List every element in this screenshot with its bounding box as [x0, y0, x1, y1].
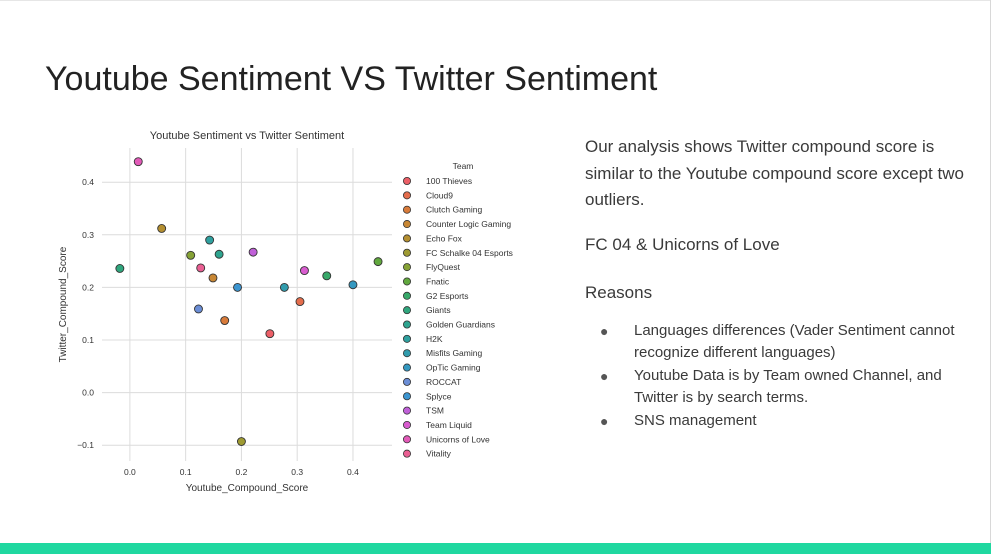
bullet-icon: ● — [600, 367, 609, 384]
data-point — [248, 247, 258, 257]
legend-label: H2K — [426, 334, 443, 344]
reasons-list: ● Languages differences (Vader Sentiment… — [585, 320, 965, 433]
legend-marker — [402, 191, 411, 200]
reason-item: ● SNS management — [585, 410, 965, 433]
legend-label: Echo Fox — [426, 233, 463, 243]
data-point — [186, 250, 196, 260]
x-tick-label: 0.2 — [236, 467, 248, 477]
data-point — [115, 264, 125, 273]
data-point — [208, 273, 218, 283]
data-point — [295, 297, 305, 307]
legend-marker — [402, 248, 411, 257]
legend-marker — [402, 263, 411, 272]
data-point — [196, 263, 206, 273]
legend-marker — [402, 334, 411, 343]
bullet-icon: ● — [600, 322, 609, 339]
legend-marker — [402, 277, 411, 286]
legend-label: Fnatic — [426, 276, 450, 286]
legend-marker — [402, 291, 411, 300]
legend-marker — [402, 420, 411, 429]
y-tick-label: −0.1 — [77, 440, 94, 450]
x-axis-label: Youtube_Compound_Score — [186, 483, 309, 494]
legend-marker — [402, 234, 411, 243]
x-tick-label: 0.0 — [124, 467, 136, 477]
legend-label: Team Liquid — [426, 420, 472, 430]
legend-marker — [402, 220, 411, 229]
legend-marker — [402, 435, 411, 444]
text-panel: Our analysis shows Twitter compound scor… — [585, 134, 965, 432]
legend-marker — [402, 392, 411, 401]
scatter-chart: 0.0 0.1 0.2 0.3 0.4 −0.1 0.0 0.1 0.2 0.3 0.4 Youtub… — [58, 130, 513, 494]
y-tick-label: 0.3 — [82, 230, 94, 240]
legend-marker — [402, 205, 411, 214]
legend-marker — [402, 306, 411, 315]
legend-label: Vitality — [426, 449, 452, 459]
data-point — [265, 329, 275, 339]
data-point — [279, 282, 289, 292]
data-point — [220, 316, 230, 325]
reason-text: Youtube Data is by Team owned Channel, a… — [634, 366, 942, 407]
y-axis-label: Twitter_Compound_Score — [58, 246, 69, 362]
legend-label: ROCCAT — [426, 377, 461, 387]
x-tick-label: 0.4 — [347, 467, 359, 477]
y-tick-label: 0.2 — [82, 282, 94, 292]
legend-label: Counter Logic Gaming — [426, 219, 511, 229]
summary-text: Our analysis shows Twitter compound scor… — [585, 137, 964, 209]
legend-label: G2 Esports — [426, 291, 469, 301]
accent-bar — [0, 543, 991, 554]
slide-border-top — [0, 0, 991, 1]
legend-marker — [402, 449, 411, 458]
legend-marker — [402, 363, 411, 372]
legend-label: Cloud9 — [426, 190, 453, 200]
legend-label: TSM — [426, 406, 444, 416]
legend-label: 100 Thieves — [426, 176, 472, 186]
legend-label: OpTic Gaming — [426, 363, 481, 373]
legend-label: FC Schalke 04 Esports — [426, 248, 513, 258]
x-tick-label: 0.3 — [291, 467, 303, 477]
legend-marker — [402, 406, 411, 415]
legend-marker — [402, 320, 411, 329]
data-point — [205, 235, 215, 245]
legend-label: Clutch Gaming — [426, 205, 482, 215]
y-tick-label: 0.4 — [82, 177, 94, 187]
bullet-icon: ● — [600, 412, 609, 429]
reason-item: ● Youtube Data is by Team owned Channel,… — [585, 365, 965, 410]
legend-title: Team — [453, 161, 474, 171]
legend-label: FlyQuest — [426, 262, 461, 272]
y-tick-label: 0.1 — [82, 335, 94, 345]
data-point — [157, 224, 167, 233]
data-point — [348, 280, 358, 290]
data-point — [133, 157, 143, 167]
x-tick-label: 0.1 — [180, 467, 192, 477]
slide-title: Youtube Sentiment VS Twitter Sentiment — [45, 60, 658, 98]
data-point — [373, 257, 383, 267]
outliers-text: FC 04 & Unicorns of Love — [585, 234, 780, 254]
data-point — [194, 304, 203, 314]
legend-label: Golden Guardians — [426, 320, 495, 330]
data-point — [299, 266, 309, 276]
reasons-heading: Reasons — [585, 282, 653, 302]
legend-marker — [402, 377, 411, 386]
legend-label: Splyce — [426, 391, 452, 401]
legend-marker — [402, 177, 411, 186]
chart-title: Youtube Sentiment vs Twitter Sentiment — [150, 130, 344, 142]
data-point — [322, 271, 332, 281]
data-point — [233, 282, 242, 292]
reason-text: Languages differences (Vader Sentiment c… — [634, 321, 955, 362]
legend-label: Misfits Gaming — [426, 348, 482, 358]
data-point — [236, 437, 246, 446]
legend-label: Unicorns of Love — [426, 434, 490, 444]
reason-text: SNS management — [634, 411, 757, 429]
legend-label: Giants — [426, 305, 451, 315]
y-tick-label: 0.0 — [82, 388, 94, 398]
legend-marker — [402, 349, 411, 358]
reason-item: ● Languages differences (Vader Sentiment… — [585, 320, 965, 365]
data-point — [214, 249, 224, 259]
